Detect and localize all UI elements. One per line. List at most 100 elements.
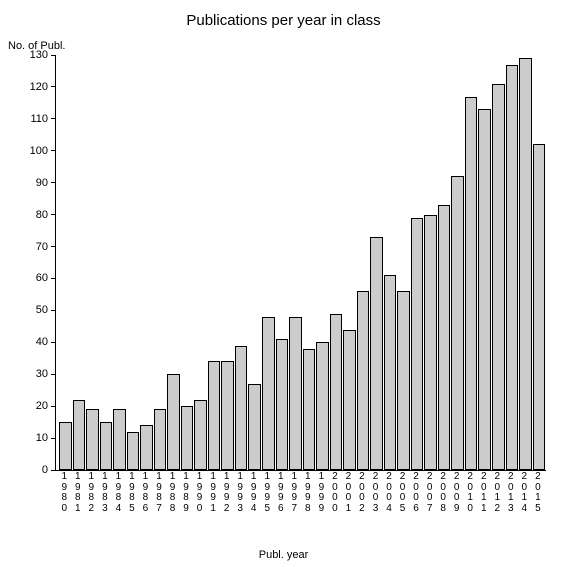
bar xyxy=(140,425,153,470)
y-tick xyxy=(51,150,56,151)
y-tick-label: 40 xyxy=(36,336,48,348)
bar xyxy=(384,275,397,470)
x-tick-label: 1987 xyxy=(153,472,166,514)
x-tick-label: 1999 xyxy=(315,472,328,514)
y-tick xyxy=(51,246,56,247)
bar xyxy=(276,339,289,470)
bar xyxy=(73,400,86,470)
x-labels-group: 1980198119821983198419851986198719881989… xyxy=(55,472,545,514)
y-tick xyxy=(51,118,56,119)
bars-group xyxy=(56,55,546,470)
x-axis-label: Publ. year xyxy=(0,549,567,561)
y-tick xyxy=(51,310,56,311)
bar xyxy=(370,237,383,470)
bar xyxy=(316,342,329,470)
bar xyxy=(492,84,505,470)
bar xyxy=(262,317,275,470)
x-tick-label: 1988 xyxy=(166,472,179,514)
bar xyxy=(451,176,464,470)
x-tick-label: 1998 xyxy=(302,472,315,514)
bar xyxy=(438,205,451,470)
y-tick xyxy=(51,214,56,215)
bar xyxy=(411,218,424,470)
bar xyxy=(465,97,478,471)
bar xyxy=(289,317,302,470)
y-tick-label: 0 xyxy=(42,464,48,476)
x-tick-label: 2000 xyxy=(329,472,342,514)
bar xyxy=(533,144,546,470)
y-tick xyxy=(51,86,56,87)
y-tick-label: 100 xyxy=(30,145,48,157)
y-tick xyxy=(51,406,56,407)
x-tick-label: 2009 xyxy=(450,472,463,514)
y-tick-label: 20 xyxy=(36,400,48,412)
bar xyxy=(59,422,72,470)
bar xyxy=(343,330,356,470)
x-tick-label: 1983 xyxy=(99,472,112,514)
plot-area: 0102030405060708090100110120130 xyxy=(55,55,546,471)
bar xyxy=(100,422,113,470)
x-tick-label: 2013 xyxy=(505,472,518,514)
chart-title: Publications per year in class xyxy=(0,12,567,29)
bar xyxy=(248,384,261,470)
y-tick-label: 120 xyxy=(30,81,48,93)
bar xyxy=(478,109,491,470)
y-tick-label: 60 xyxy=(36,272,48,284)
x-tick-label: 2006 xyxy=(410,472,423,514)
x-tick-label: 1994 xyxy=(247,472,260,514)
y-tick-label: 110 xyxy=(30,113,48,125)
y-tick xyxy=(51,374,56,375)
x-tick-label: 2010 xyxy=(464,472,477,514)
x-tick-label: 2004 xyxy=(383,472,396,514)
bar xyxy=(330,314,343,470)
x-tick-label: 1992 xyxy=(220,472,233,514)
bar xyxy=(424,215,437,470)
x-tick-label: 1980 xyxy=(58,472,71,514)
bar xyxy=(506,65,519,470)
x-tick-label: 1981 xyxy=(72,472,85,514)
x-tick-label: 1995 xyxy=(261,472,274,514)
x-tick-label: 2011 xyxy=(477,472,490,514)
bar xyxy=(181,406,194,470)
y-tick-label: 90 xyxy=(36,177,48,189)
y-tick xyxy=(51,470,56,471)
bar xyxy=(86,409,99,470)
y-tick xyxy=(51,342,56,343)
bar xyxy=(235,346,248,471)
x-tick-label: 2003 xyxy=(369,472,382,514)
y-tick-label: 10 xyxy=(36,432,48,444)
bar xyxy=(357,291,370,470)
y-tick-label: 50 xyxy=(36,304,48,316)
x-tick-label: 1985 xyxy=(126,472,139,514)
x-tick-label: 1984 xyxy=(112,472,125,514)
bar xyxy=(519,58,532,470)
x-tick-label: 2007 xyxy=(423,472,436,514)
y-tick-label: 130 xyxy=(30,49,48,61)
bar xyxy=(303,349,316,470)
x-tick-label: 2014 xyxy=(518,472,531,514)
x-tick-label: 2001 xyxy=(342,472,355,514)
x-tick-label: 2015 xyxy=(532,472,545,514)
y-tick xyxy=(51,278,56,279)
x-tick-label: 1982 xyxy=(85,472,98,514)
x-tick-label: 2002 xyxy=(356,472,369,514)
bar xyxy=(167,374,180,470)
bar xyxy=(397,291,410,470)
y-tick-label: 70 xyxy=(36,241,48,253)
x-tick-label: 1996 xyxy=(275,472,288,514)
y-tick-label: 30 xyxy=(36,368,48,380)
x-tick-label: 2008 xyxy=(437,472,450,514)
x-tick-label: 1986 xyxy=(139,472,152,514)
bar xyxy=(113,409,126,470)
y-tick xyxy=(51,55,56,56)
bar xyxy=(194,400,207,470)
x-tick-label: 1991 xyxy=(207,472,220,514)
x-tick-label: 2012 xyxy=(491,472,504,514)
bar xyxy=(221,361,234,470)
y-tick xyxy=(51,182,56,183)
x-tick-label: 1990 xyxy=(193,472,206,514)
y-tick xyxy=(51,438,56,439)
chart-container: Publications per year in class No. of Pu… xyxy=(0,0,567,567)
x-tick-label: 1989 xyxy=(180,472,193,514)
y-tick-label: 80 xyxy=(36,209,48,221)
